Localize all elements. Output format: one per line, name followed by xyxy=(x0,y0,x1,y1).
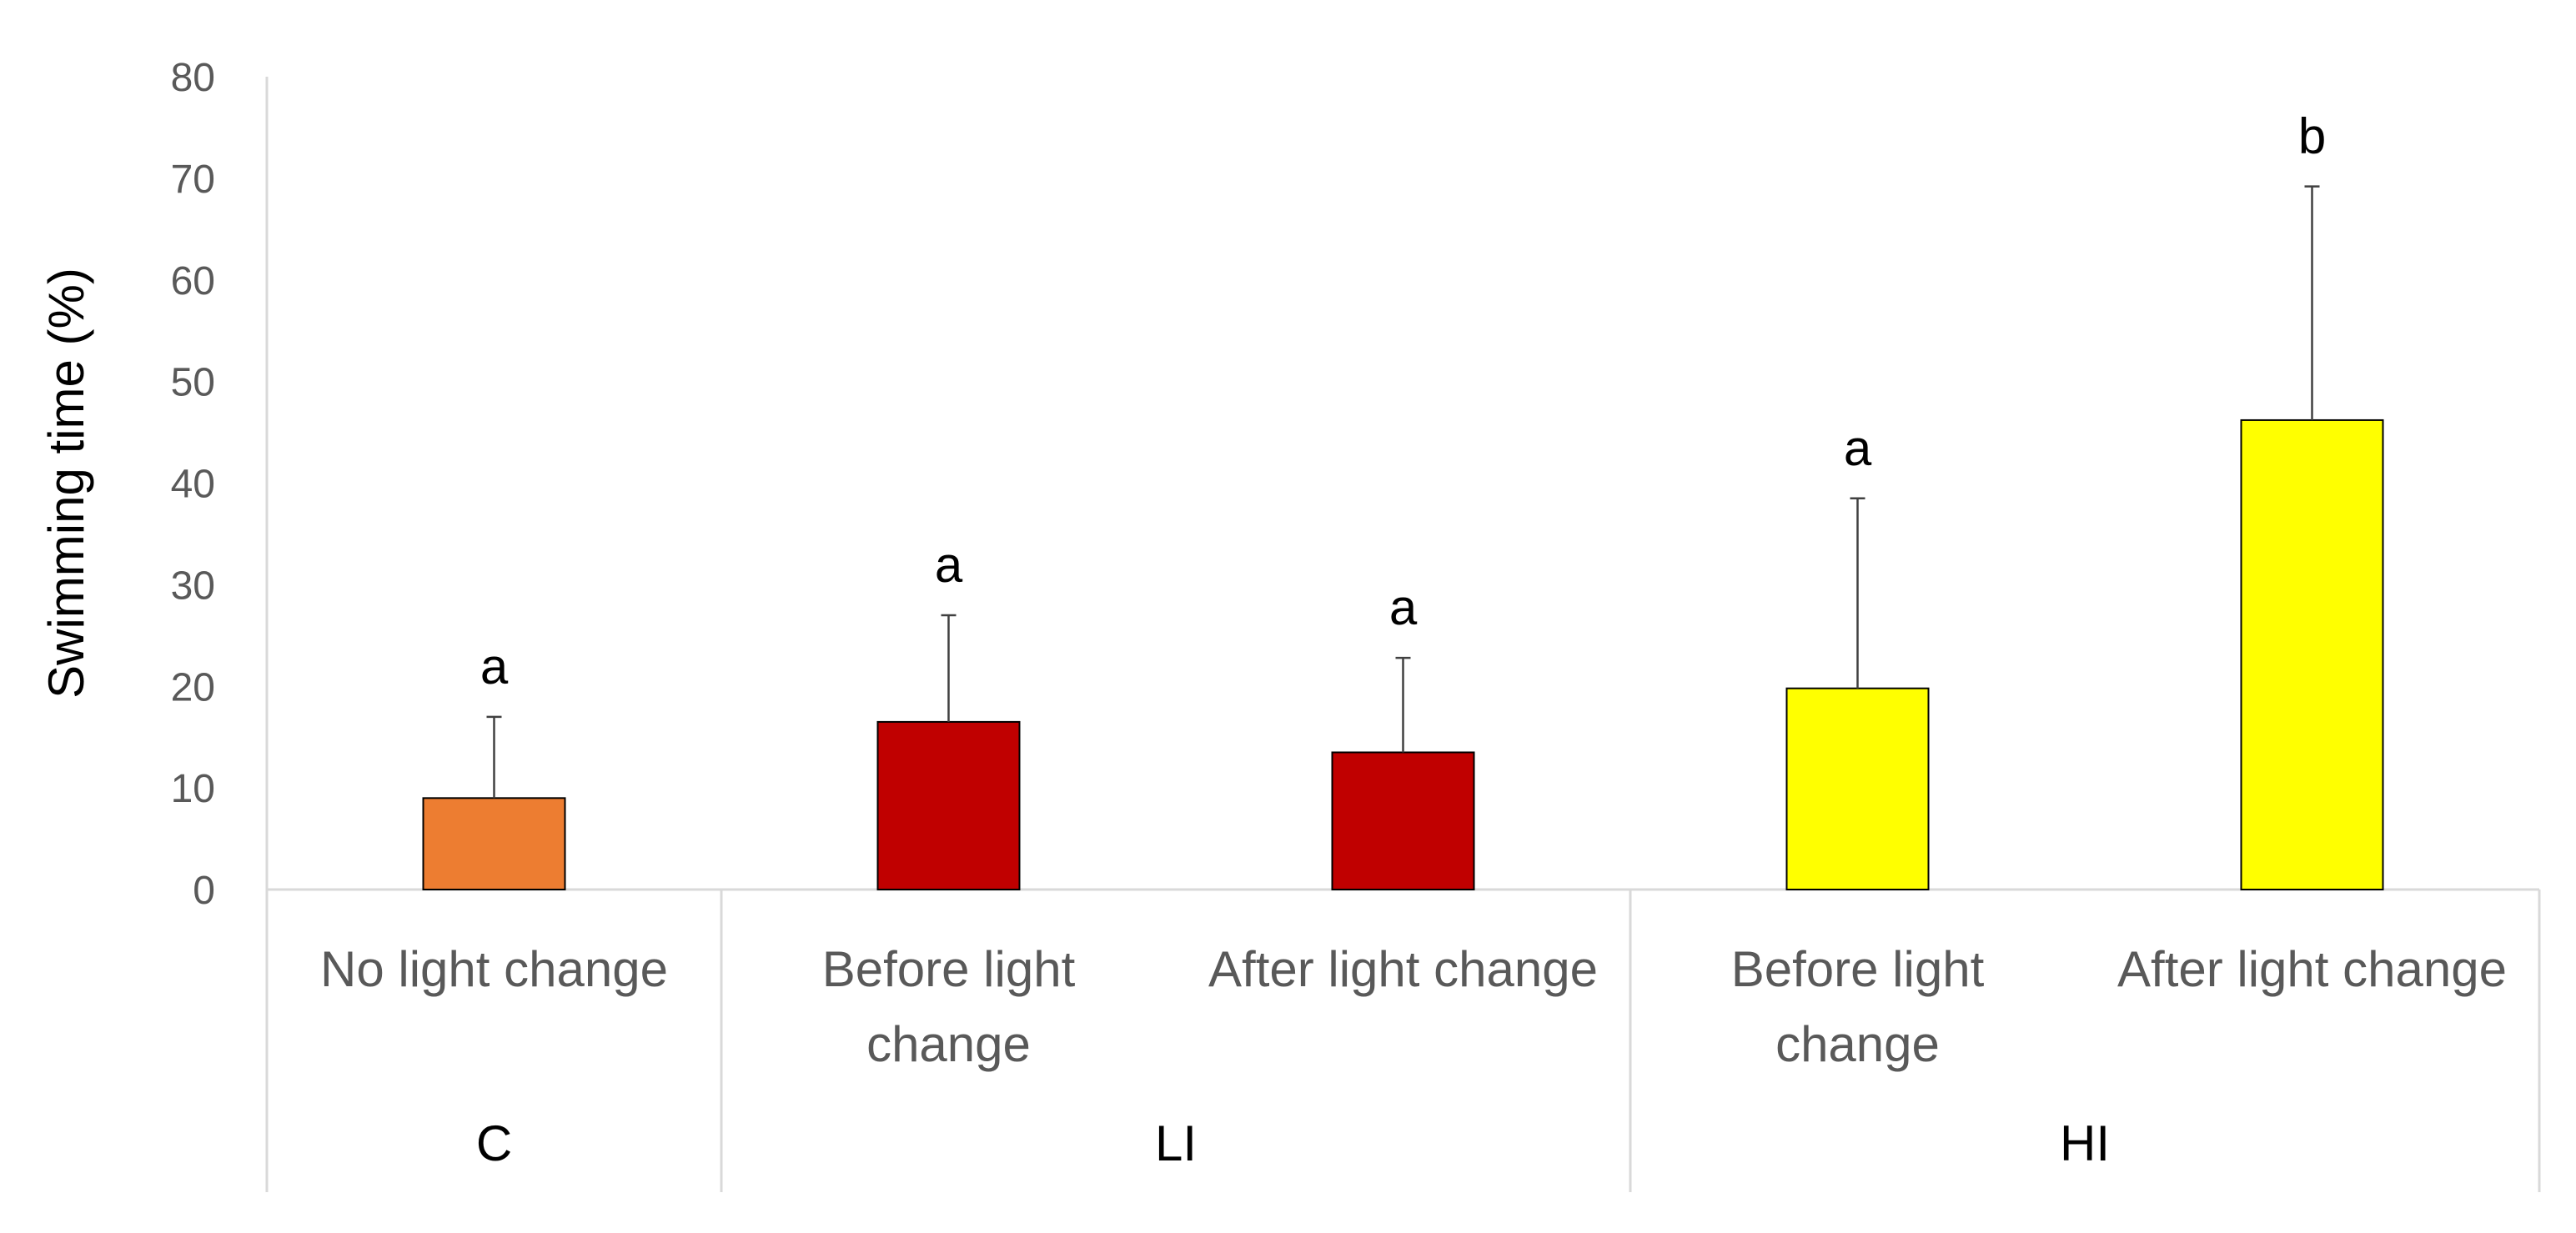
significance-label: a xyxy=(1389,579,1418,635)
y-tick-label: 20 xyxy=(171,665,215,709)
category-label: After light change xyxy=(1208,941,1598,997)
significance-label: b xyxy=(2298,108,2326,164)
bar xyxy=(2240,419,2384,890)
bar xyxy=(422,797,566,890)
y-tick-label: 80 xyxy=(171,56,215,100)
y-tick-label: 30 xyxy=(171,564,215,608)
y-tick-label: 40 xyxy=(171,463,215,507)
group-label: C xyxy=(476,1115,512,1171)
y-axis-title: Swimming time (%) xyxy=(38,268,94,699)
bar xyxy=(1785,687,1930,890)
category-label: Before light xyxy=(822,941,1076,997)
y-tick-label: 60 xyxy=(171,259,215,303)
y-axis-ticks: 0 10 20 30 40 50 60 70 80 xyxy=(171,56,215,913)
error-bars xyxy=(486,185,2320,799)
significance-labels: a a a a b xyxy=(480,108,2326,694)
category-labels: No light change Before light change After l… xyxy=(320,941,2507,1072)
significance-label: a xyxy=(1844,420,1872,476)
category-label: No light change xyxy=(320,941,668,997)
y-tick-label: 0 xyxy=(193,869,215,913)
significance-label: a xyxy=(480,639,509,694)
category-label: change xyxy=(866,1016,1031,1072)
y-tick-label: 70 xyxy=(171,158,215,202)
group-labels: C LI HI xyxy=(476,1115,2110,1171)
y-tick-label: 50 xyxy=(171,361,215,405)
significance-label: a xyxy=(935,537,963,593)
group-dividers xyxy=(720,890,2541,1192)
bar xyxy=(876,720,1021,890)
bars xyxy=(422,419,2384,890)
y-tick-label: 10 xyxy=(171,767,215,811)
group-label: LI xyxy=(1155,1115,1197,1171)
category-label: After light change xyxy=(2117,941,2507,997)
bar xyxy=(1331,751,1475,890)
category-label: change xyxy=(1775,1016,1940,1072)
category-label: Before light xyxy=(1731,941,1985,997)
group-label: HI xyxy=(2060,1115,2110,1171)
